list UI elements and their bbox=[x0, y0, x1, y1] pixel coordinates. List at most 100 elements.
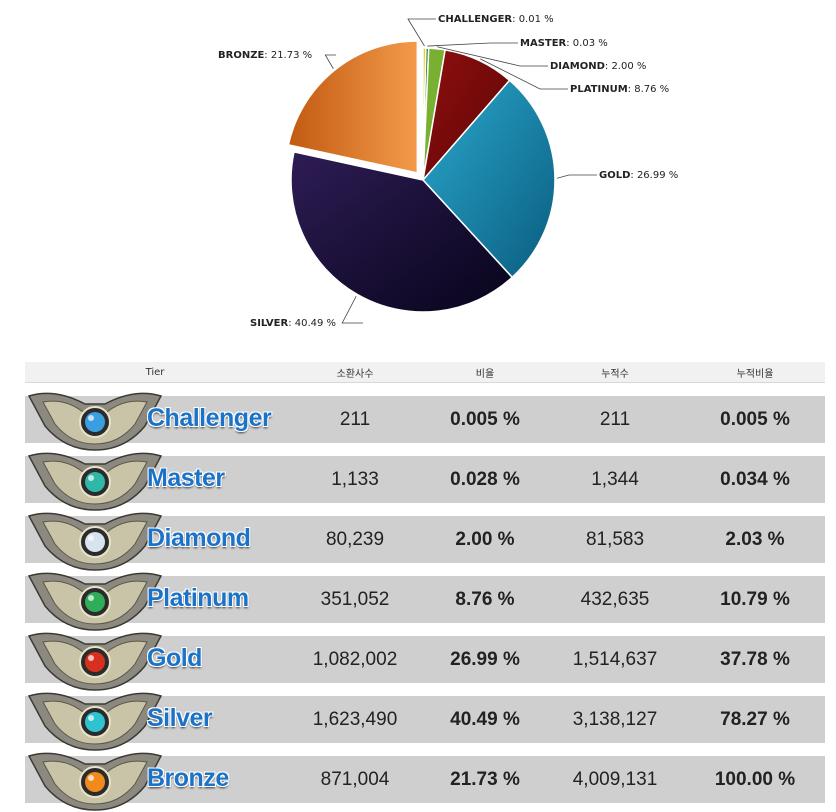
pie-chart: CHALLENGER: 0.01 % MASTER: 0.03 % DIAMOND:… bbox=[218, 14, 678, 329]
row-spacer bbox=[25, 503, 825, 516]
ratio-cell: 0.005 % bbox=[425, 396, 545, 443]
tier-name: Diamond bbox=[147, 524, 251, 552]
slice-label-platinum: PLATINUM: 8.76 % bbox=[570, 84, 669, 95]
cumulative-count-cell: 3,138,127 bbox=[545, 696, 685, 743]
cumulative-ratio-cell: 0.034 % bbox=[685, 456, 825, 503]
table-row: Silver 1,623,490 40.49 % 3,138,127 78.27 % bbox=[25, 692, 825, 751]
tier-emblem-icon bbox=[27, 632, 163, 691]
tier-wrap: Challenger bbox=[25, 392, 285, 451]
ratio-cell: 21.73 % bbox=[425, 756, 545, 803]
cumulative-count-cell: 432,635 bbox=[545, 576, 685, 623]
summoner-count-cell: 1,082,002 bbox=[285, 636, 425, 683]
tier-wrap: Gold bbox=[25, 632, 285, 691]
row-spacer-cell bbox=[25, 623, 825, 636]
summoner-count-cell: 211 bbox=[285, 396, 425, 443]
row-spacer bbox=[25, 563, 825, 576]
pie-slice-gold bbox=[421, 79, 556, 279]
ratio-cell: 0.028 % bbox=[425, 456, 545, 503]
table-header-row: Tier 소환사수 비율 누적수 누적비율 bbox=[25, 362, 825, 383]
cumulative-ratio-cell: 78.27 % bbox=[685, 696, 825, 743]
callout-line-silver bbox=[341, 295, 363, 324]
table-row: Bronze 871,004 21.73 % 4,009,131 100.00 % bbox=[25, 752, 825, 811]
row-spacer bbox=[25, 743, 825, 756]
pie-chart-panel: CHALLENGER: 0.01 % MASTER: 0.03 % DIAMOND:… bbox=[25, 0, 823, 350]
tier-name: Master bbox=[147, 464, 225, 492]
tier-name: Challenger bbox=[147, 404, 272, 432]
tier-emblem-icon bbox=[27, 692, 163, 751]
tier-name: Bronze bbox=[147, 764, 229, 792]
summoner-count-cell: 351,052 bbox=[285, 576, 425, 623]
tier-cell: Silver bbox=[25, 692, 285, 751]
tier-name: Gold bbox=[147, 644, 202, 672]
tier-cell: Platinum bbox=[25, 572, 285, 631]
cumulative-ratio-cell: 10.79 % bbox=[685, 576, 825, 623]
row-spacer-cell bbox=[25, 563, 825, 576]
row-spacer bbox=[25, 443, 825, 456]
summoner-count-cell: 80,239 bbox=[285, 516, 425, 563]
tier-emblem-icon bbox=[27, 512, 163, 571]
cumulative-count-cell: 211 bbox=[545, 396, 685, 443]
table-row: Diamond 80,239 2.00 % 81,583 2.03 % bbox=[25, 512, 825, 571]
summoner-count-cell: 1,623,490 bbox=[285, 696, 425, 743]
row-spacer bbox=[25, 623, 825, 636]
tier-cell: Diamond bbox=[25, 512, 285, 571]
header-summoner-count: 소환사수 bbox=[285, 362, 425, 383]
tier-wrap: Master bbox=[25, 452, 285, 511]
table-row: Challenger 211 0.005 % 211 0.005 % bbox=[25, 392, 825, 451]
pie-slice-bronze bbox=[287, 40, 419, 174]
slice-label-diamond: DIAMOND: 2.00 % bbox=[550, 61, 646, 72]
callout-line-diamond bbox=[437, 46, 548, 67]
cumulative-count-cell: 81,583 bbox=[545, 516, 685, 563]
row-spacer-cell bbox=[25, 443, 825, 456]
callout-line-challenger bbox=[407, 18, 436, 47]
slice-label-bronze: BRONZE: 21.73 % bbox=[218, 50, 312, 61]
callout-line-platinum bbox=[480, 58, 568, 90]
tier-emblem-icon bbox=[27, 572, 163, 631]
callout-line-master bbox=[427, 42, 518, 47]
cumulative-count-cell: 1,514,637 bbox=[545, 636, 685, 683]
callout-line-bronze bbox=[324, 54, 336, 69]
cumulative-ratio-cell: 2.03 % bbox=[685, 516, 825, 563]
pie-slice-silver bbox=[290, 151, 514, 313]
header-cumulative-ratio: 누적비율 bbox=[685, 362, 825, 383]
cumulative-count-cell: 4,009,131 bbox=[545, 756, 685, 803]
row-spacer-cell bbox=[25, 683, 825, 696]
row-spacer bbox=[25, 683, 825, 696]
tier-wrap: Platinum bbox=[25, 572, 285, 631]
tier-cell: Bronze bbox=[25, 752, 285, 811]
tier-cell: Challenger bbox=[25, 392, 285, 451]
table-row: Master 1,133 0.028 % 1,344 0.034 % bbox=[25, 452, 825, 511]
tier-cell: Master bbox=[25, 452, 285, 511]
tier-table: Tier 소환사수 비율 누적수 누적비율 Challenger 211 0.005… bbox=[25, 362, 825, 811]
callout-line-gold bbox=[556, 174, 597, 179]
row-spacer-cell bbox=[25, 743, 825, 756]
ratio-cell: 26.99 % bbox=[425, 636, 545, 683]
tier-emblem-icon bbox=[27, 752, 163, 811]
header-cumulative-count: 누적수 bbox=[545, 362, 685, 383]
tier-wrap: Bronze bbox=[25, 752, 285, 811]
tier-wrap: Silver bbox=[25, 692, 285, 751]
tier-name: Silver bbox=[147, 704, 213, 732]
ratio-cell: 8.76 % bbox=[425, 576, 545, 623]
slice-label-silver: SILVER: 40.49 % bbox=[250, 318, 336, 329]
table-row: Gold 1,082,002 26.99 % 1,514,637 37.78 % bbox=[25, 632, 825, 691]
header-ratio: 비율 bbox=[425, 362, 545, 383]
cumulative-ratio-cell: 100.00 % bbox=[685, 756, 825, 803]
summoner-count-cell: 1,133 bbox=[285, 456, 425, 503]
cumulative-ratio-cell: 0.005 % bbox=[685, 396, 825, 443]
ratio-cell: 40.49 % bbox=[425, 696, 545, 743]
slice-label-master: MASTER: 0.03 % bbox=[520, 38, 608, 49]
tier-name: Platinum bbox=[147, 584, 249, 612]
row-spacer-cell bbox=[25, 503, 825, 516]
cumulative-ratio-cell: 37.78 % bbox=[685, 636, 825, 683]
table-row: Platinum 351,052 8.76 % 432,635 10.79 % bbox=[25, 572, 825, 631]
slice-label-challenger: CHALLENGER: 0.01 % bbox=[438, 14, 554, 25]
cumulative-count-cell: 1,344 bbox=[545, 456, 685, 503]
tier-wrap: Diamond bbox=[25, 512, 285, 571]
tier-emblem-icon bbox=[27, 452, 163, 511]
tier-cell: Gold bbox=[25, 632, 285, 691]
slice-label-gold: GOLD: 26.99 % bbox=[599, 170, 678, 181]
ratio-cell: 2.00 % bbox=[425, 516, 545, 563]
tier-emblem-icon bbox=[27, 392, 163, 451]
header-tier: Tier bbox=[25, 362, 285, 383]
